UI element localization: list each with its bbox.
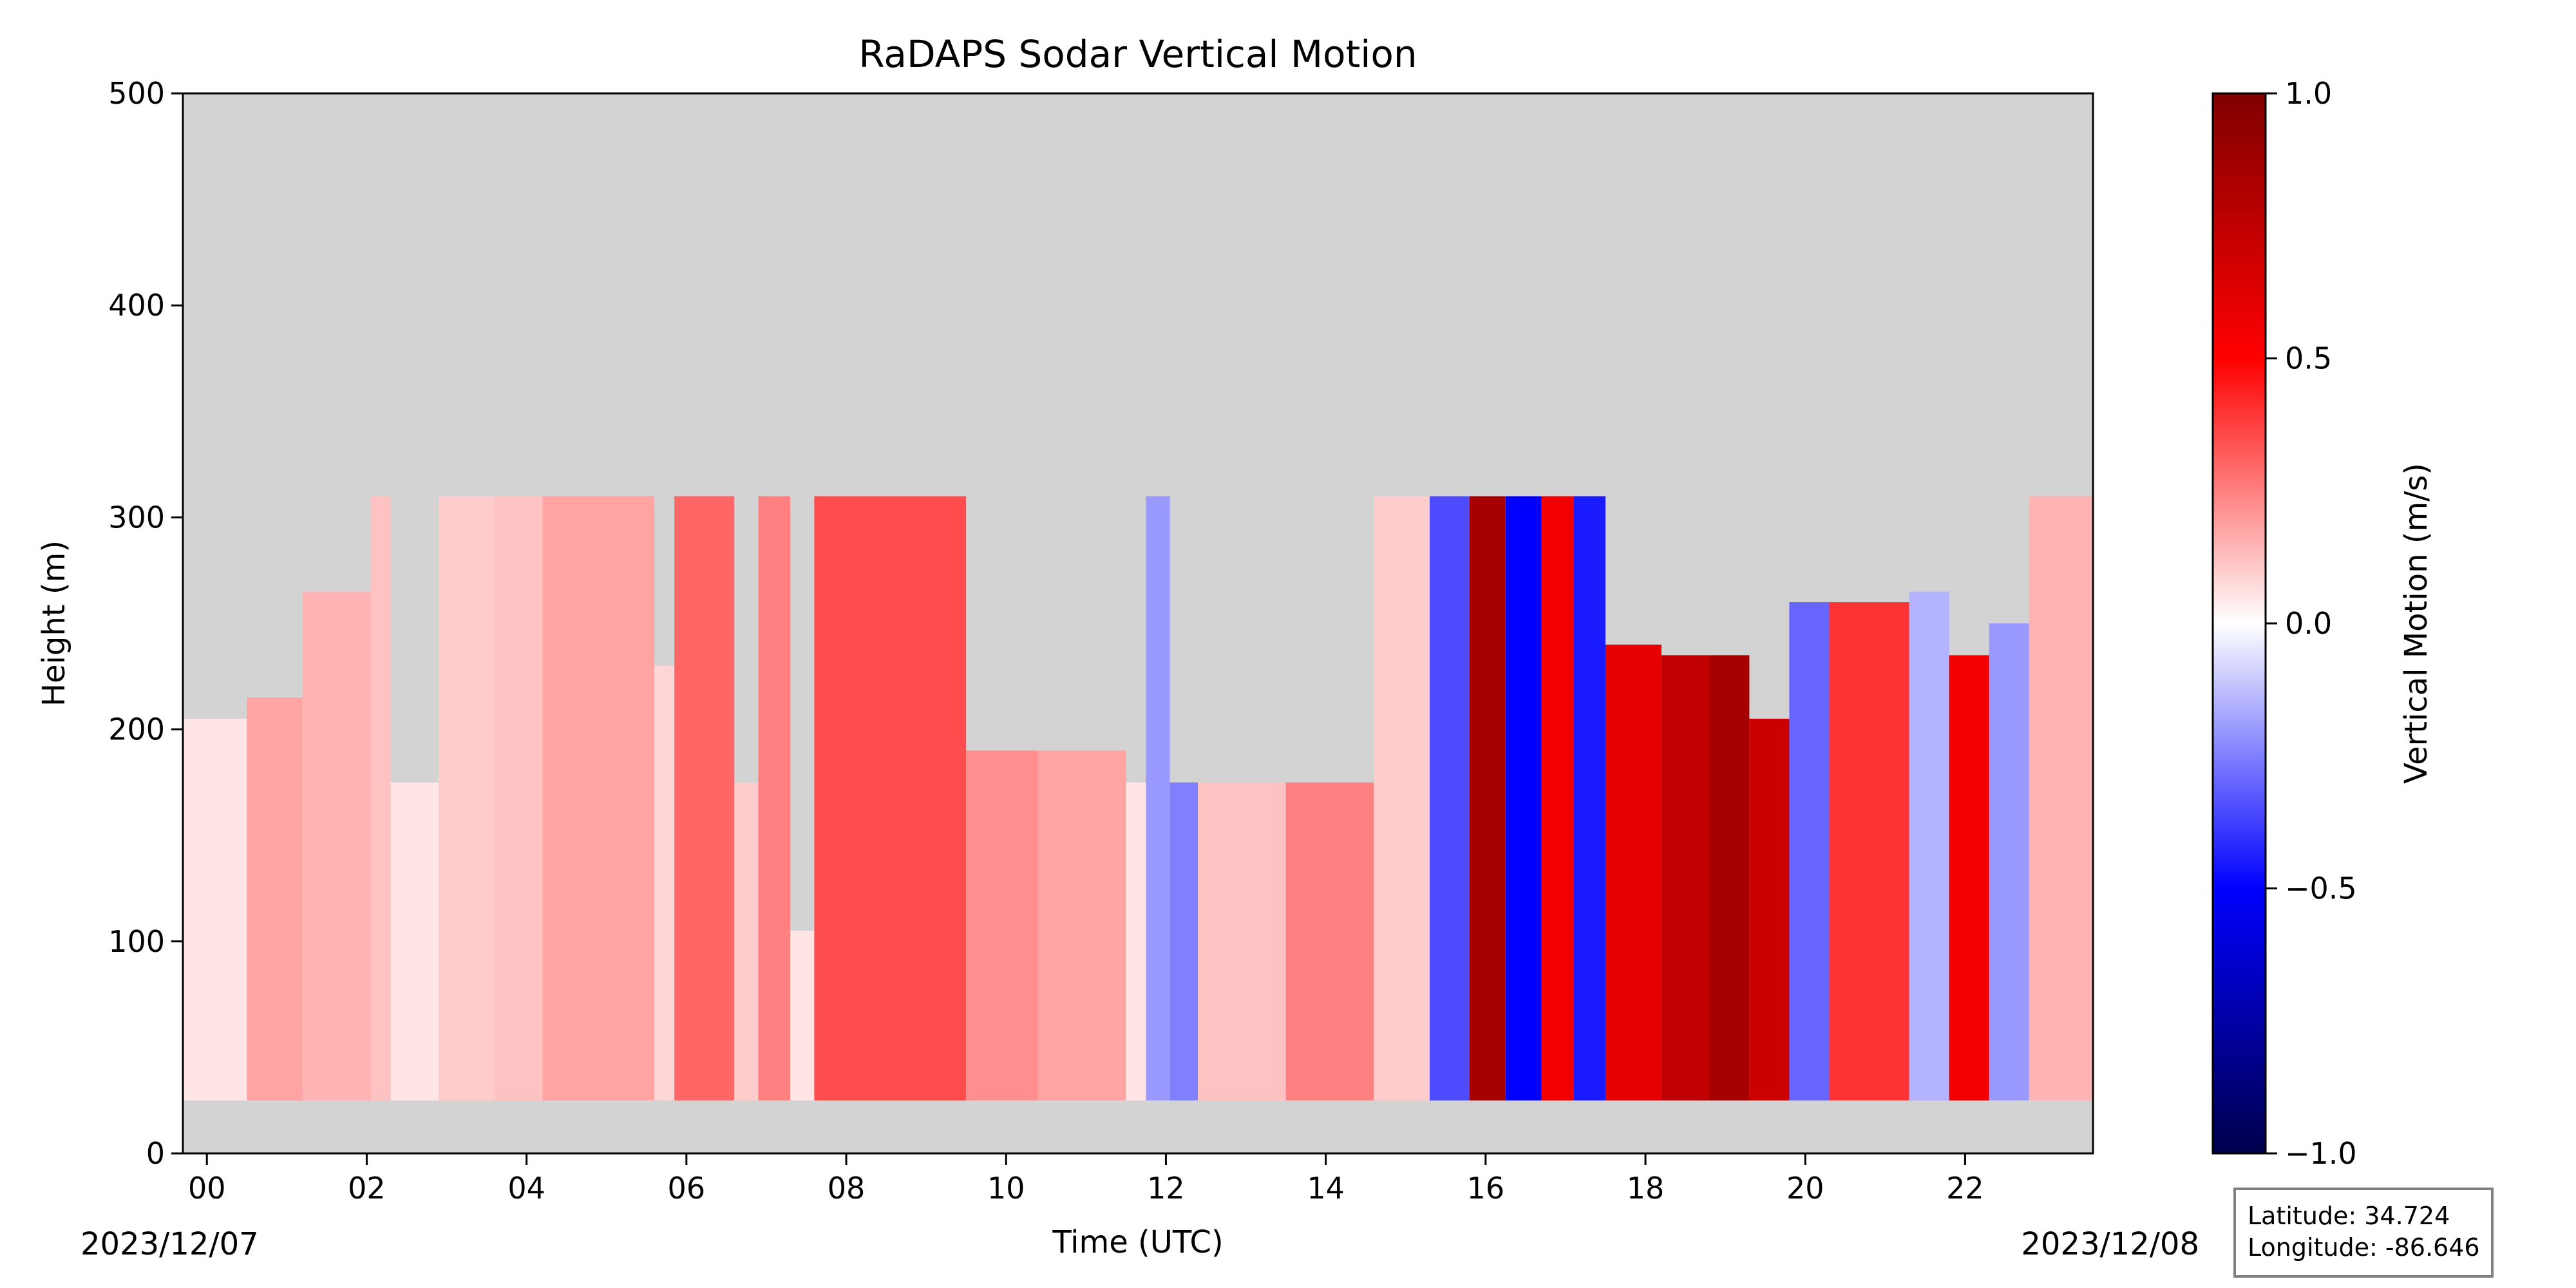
x-tick-label-0: 00 <box>188 1171 226 1206</box>
heatmap-marks <box>183 496 2093 1101</box>
x-axis: 00 02 04 06 08 10 12 14 16 18 20 22 <box>188 1153 1984 1206</box>
plot-area <box>182 92 2094 1155</box>
y-tick-label-0: 0 <box>146 1136 165 1171</box>
heatmap-cell-6 <box>495 496 543 1101</box>
heatmap-cell-12 <box>790 931 815 1101</box>
heatmap-cell-16 <box>1126 782 1146 1101</box>
colorbar-tick-label-2: 0.0 <box>2285 606 2332 641</box>
heatmap-cell-9 <box>674 496 735 1101</box>
longitude-text: Longitude: -86.646 <box>2248 1233 2480 1262</box>
heatmap-cell-21 <box>1374 496 1430 1101</box>
x-tick-label-20: 20 <box>1786 1171 1824 1206</box>
heatmap-cell-18 <box>1170 782 1198 1101</box>
heatmap-cell-3 <box>370 496 391 1101</box>
end-date-label: 2023/12/08 <box>2021 1226 2199 1262</box>
colorbar-tick-label-4: −1.0 <box>2285 1136 2357 1171</box>
plot-frame <box>182 92 2094 1155</box>
heatmap-cell-7 <box>542 496 655 1101</box>
colorbar-ticks: 1.0 0.5 0.0 −0.5 −1.0 <box>2266 76 2357 1171</box>
x-tick-label-2: 02 <box>348 1171 386 1206</box>
heatmap-cell-15 <box>1037 750 1126 1101</box>
location-box-frame <box>2233 1188 2494 1278</box>
y-tick-label-400: 400 <box>108 288 165 323</box>
heatmap-cell-23 <box>1470 496 1506 1101</box>
heatmap-cell-34 <box>1949 655 1989 1101</box>
heatmap-cell-11 <box>758 496 791 1101</box>
start-date-label: 2023/12/07 <box>80 1226 259 1262</box>
heatmap-cell-32 <box>1829 602 1909 1101</box>
heatmap-cell-36 <box>2029 496 2093 1101</box>
chart-title: RaDAPS Sodar Vertical Motion <box>858 32 1417 76</box>
heatmap-cell-17 <box>1146 496 1170 1101</box>
x-tick-label-12: 12 <box>1147 1171 1185 1206</box>
heatmap-cell-25 <box>1541 496 1574 1101</box>
location-box: Latitude: 34.724 Longitude: -86.646 <box>2233 1188 2494 1278</box>
colorbar-label: Vertical Motion (m/s) <box>2398 463 2434 784</box>
heatmap-cell-35 <box>1989 623 2029 1101</box>
x-tick-label-10: 10 <box>987 1171 1025 1206</box>
heatmap-cell-2 <box>303 591 371 1101</box>
x-axis-label: Time (UTC) <box>1052 1224 1223 1260</box>
heatmap-cell-27 <box>1605 644 1662 1101</box>
y-tick-label-100: 100 <box>108 924 165 959</box>
colorbar-tick-label-3: −0.5 <box>2285 871 2357 906</box>
heatmap-cell-19 <box>1198 782 1286 1101</box>
heatmap-cell-28 <box>1661 655 1710 1101</box>
heatmap-cell-13 <box>814 496 967 1101</box>
x-tick-label-4: 04 <box>507 1171 545 1206</box>
colorbar-tick-label-0: 1.0 <box>2285 76 2332 111</box>
heatmap-cell-29 <box>1709 655 1750 1101</box>
heatmap-cell-33 <box>1909 591 1949 1101</box>
y-axis-label: Height (m) <box>36 540 72 706</box>
y-tick-label-200: 200 <box>108 712 165 747</box>
x-tick-label-8: 08 <box>828 1171 866 1206</box>
colorbar: 1.0 0.5 0.0 −0.5 −1.0 Vertical Motion (m/s) <box>2211 76 2434 1171</box>
heatmap-cell-22 <box>1430 496 1470 1101</box>
x-tick-label-14: 14 <box>1307 1171 1345 1206</box>
x-tick-label-22: 22 <box>1946 1171 1984 1206</box>
latitude-text: Latitude: 34.724 <box>2248 1202 2450 1230</box>
heatmap-cell-26 <box>1573 496 1605 1101</box>
heatmap-cell-30 <box>1749 719 1790 1101</box>
x-tick-label-18: 18 <box>1627 1171 1665 1206</box>
heatmap-cell-1 <box>247 697 303 1101</box>
x-tick-label-16: 16 <box>1467 1171 1505 1206</box>
heatmap-cell-8 <box>654 665 675 1101</box>
heatmap-cell-31 <box>1789 602 1830 1101</box>
x-tick-label-6: 06 <box>668 1171 706 1206</box>
y-axis: 0 100 200 300 400 500 <box>108 76 183 1171</box>
heatmap-cell-20 <box>1285 782 1374 1101</box>
heatmap-cell-0 <box>183 719 247 1101</box>
colorbar-tick-label-1: 0.5 <box>2285 341 2332 376</box>
heatmap-cell-5 <box>439 496 495 1101</box>
heatmap-cell-4 <box>390 782 439 1101</box>
heatmap-cell-14 <box>966 750 1038 1101</box>
y-tick-label-300: 300 <box>108 500 165 535</box>
colorbar-gradient <box>2211 92 2267 1155</box>
y-tick-label-500: 500 <box>108 76 165 111</box>
heatmap-cell-24 <box>1505 496 1542 1101</box>
heatmap-cell-10 <box>734 782 759 1101</box>
